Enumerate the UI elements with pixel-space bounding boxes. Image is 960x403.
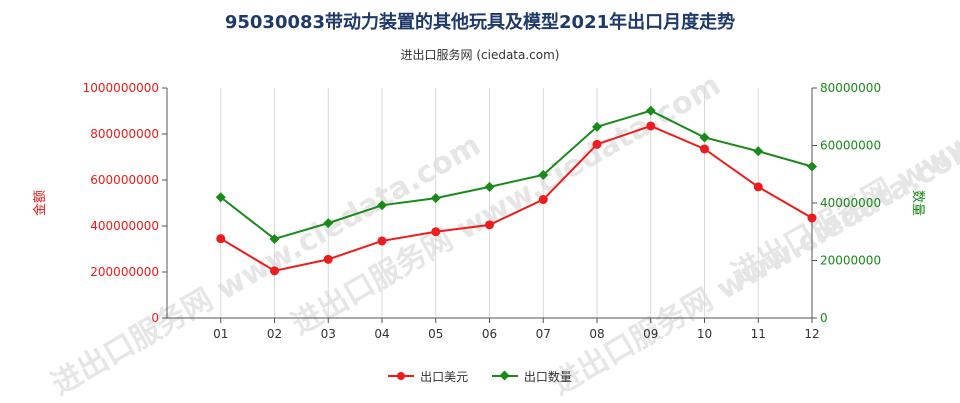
x-tick-label: 03 [321,327,336,341]
legend-item-quantity[interactable]: 出口数量 [491,368,572,385]
y-right-tick-label: 80000000 [820,81,881,95]
data-point-quantity [215,192,226,203]
y-right-tick-label: 0 [820,311,828,325]
data-point-amount [807,213,817,223]
data-point-amount [646,121,656,131]
data-point-amount [270,266,279,276]
data-point-amount [431,227,441,237]
data-point-quantity [377,200,387,211]
data-point-quantity [430,193,441,204]
x-tick-label: 04 [374,327,389,341]
y-left-axis-title: 金额 [32,190,48,216]
data-point-amount [753,182,763,192]
data-point-quantity [699,132,710,143]
data-point-quantity [538,169,549,180]
data-point-amount [538,195,548,205]
legend-label-quantity: 出口数量 [523,369,572,384]
x-tick-label: 07 [536,327,551,341]
y-left-tick-label: 800000000 [90,127,159,141]
y-left-tick-label: 1000000000 [83,81,159,95]
data-point-amount [323,254,333,264]
data-point-quantity [645,105,656,116]
x-tick-label: 08 [589,327,604,341]
x-tick-label: 05 [428,327,443,341]
y-right-tick-label: 40000000 [820,196,881,210]
legend-label-amount: 出口美元 [420,369,469,384]
data-point-quantity [323,218,334,229]
legend-swatch-amount [388,372,415,380]
data-point-quantity [807,161,817,172]
chart-subtitle: 进出口服务网 (ciedata.com) [400,48,560,62]
data-point-amount [377,236,387,246]
data-point-quantity [753,146,764,157]
y-right-tick-label: 60000000 [820,139,881,153]
x-tick-label: 11 [751,327,766,341]
x-tick-label: 12 [804,327,819,341]
data-point-quantity [269,233,280,244]
x-tick-label: 01 [213,327,228,341]
y-left-tick-label: 200000000 [90,265,159,279]
x-tick-label: 06 [482,327,497,341]
legend: 出口美元 出口数量 [0,366,960,385]
series-line-amount [220,124,813,272]
x-tick-label: 02 [267,327,282,341]
legend-swatch-quantity [491,370,518,381]
y-left-tick-label: 0 [151,311,159,325]
y-right-tick-label: 20000000 [820,254,881,268]
y-left-tick-label: 600000000 [90,173,159,187]
data-point-amount [216,234,226,244]
chart-title: 95030083带动力装置的其他玩具及模型2021年出口月度走势 [224,12,736,33]
data-point-quantity [484,181,495,192]
series-line-quantity [220,109,813,241]
y-left-tick-label: 400000000 [90,219,159,233]
legend-item-amount[interactable]: 出口美元 [388,368,468,385]
x-tick-label: 09 [643,327,658,341]
data-point-amount [700,144,709,154]
data-point-amount [592,139,602,149]
y-right-axis-title: 数量 [910,190,925,216]
data-point-quantity [592,121,602,132]
x-tick-label: 10 [697,327,712,341]
data-point-amount [485,220,494,230]
